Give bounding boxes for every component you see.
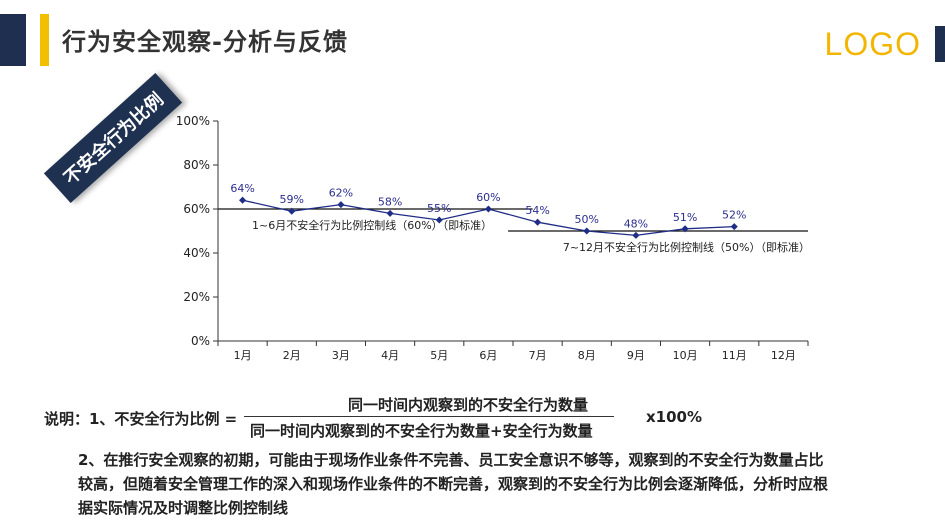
data-point (386, 209, 394, 217)
x-tick-label: 10月 (673, 349, 698, 362)
chart-axes: 0% 20% 40% 60% 80% 100% 1月 2月 3月 4月 5月 6月 7月 8月 9月 10月 1… (176, 114, 809, 362)
formula-fraction-bar (244, 416, 614, 417)
note-2-line: 较高，但随着安全管理工作的深入和现场作业条件的不断完善，观察到的不安全行为比例会… (78, 475, 829, 493)
note-2-line: 据实际情况及时调整比例控制线 (78, 499, 289, 517)
page-title: 行为安全观察-分析与反馈 (62, 28, 348, 56)
x-tick-label: 1月 (234, 349, 252, 362)
data-label: 48% (624, 217, 648, 230)
x-tick-label: 7月 (529, 349, 547, 362)
data-point (681, 225, 689, 233)
x-tick-label: 4月 (381, 349, 399, 362)
control-line-label-h1: 1~6月不安全行为比例控制线（60%）（即标准） (252, 218, 492, 232)
y-tick-label: 40% (183, 246, 210, 260)
data-label: 54% (525, 204, 549, 217)
y-tick-label: 80% (183, 158, 210, 172)
x-tick-label: 6月 (479, 349, 497, 362)
data-label: 50% (575, 213, 599, 226)
x-tick-label: 9月 (627, 349, 645, 362)
x-tick-label: 8月 (578, 349, 596, 362)
formula-prefix: 说明：1、不安全行为比例 = (44, 410, 238, 428)
data-label: 59% (280, 193, 304, 206)
title-accent-navy (0, 14, 26, 66)
y-tick-label: 100% (176, 114, 210, 128)
data-label: 64% (230, 182, 254, 195)
data-point (583, 227, 591, 235)
data-point (239, 196, 247, 204)
control-line-label-h2: 7~12月不安全行为比例控制线（50%）（即标准） (563, 240, 810, 254)
chart-series (239, 196, 738, 239)
formula-multiplier: x100% (646, 408, 703, 426)
right-accent-navy (935, 26, 945, 62)
data-point (632, 231, 640, 239)
x-tick-label: 3月 (332, 349, 350, 362)
logo: LOGO (824, 26, 921, 62)
data-label: 51% (673, 211, 697, 224)
data-point (730, 223, 738, 231)
note-2-line: 2、在推行安全观察的初期，可能由于现场作业条件不完善、员工安全意识不够等，观察到… (78, 451, 824, 469)
formula-numerator: 同一时间内观察到的不安全行为数量 (348, 396, 589, 414)
data-point (288, 207, 296, 215)
y-tick-label: 20% (183, 290, 210, 304)
chart-data-labels: 64% 59% 62% 58% 55% 60% 54% 50% 48% 51% 52% (230, 182, 746, 230)
note-2: 2、在推行安全观察的初期，可能由于现场作业条件不完善、员工安全意识不够等，观察到… (78, 448, 918, 520)
chart-control-lines: 1~6月不安全行为比例控制线（60%）（即标准） 7~12月不安全行为比例控制线（… (218, 208, 810, 254)
title-accent-yellow (40, 14, 49, 66)
data-label: 52% (722, 209, 746, 222)
title-bar: 行为安全观察-分析与反馈 LOGO (0, 0, 945, 66)
formula-denominator: 同一时间内观察到的不安全行为数量+安全行为数量 (250, 422, 593, 440)
y-tick-label: 60% (183, 202, 210, 216)
formula: 说明：1、不安全行为比例 = 同一时间内观察到的不安全行为数量 同一时间内观察到… (44, 396, 924, 442)
data-point (484, 205, 492, 213)
data-point (534, 218, 542, 226)
data-label: 55% (427, 202, 451, 215)
data-label: 58% (378, 195, 402, 208)
data-point (435, 216, 443, 224)
x-tick-label: 11月 (722, 349, 747, 362)
x-tick-label: 2月 (283, 349, 301, 362)
x-tick-label: 12月 (771, 349, 796, 362)
data-label: 62% (329, 187, 353, 200)
x-tick-label: 5月 (430, 349, 448, 362)
data-label: 60% (476, 191, 500, 204)
data-point (337, 201, 345, 209)
y-tick-label: 0% (191, 334, 210, 348)
